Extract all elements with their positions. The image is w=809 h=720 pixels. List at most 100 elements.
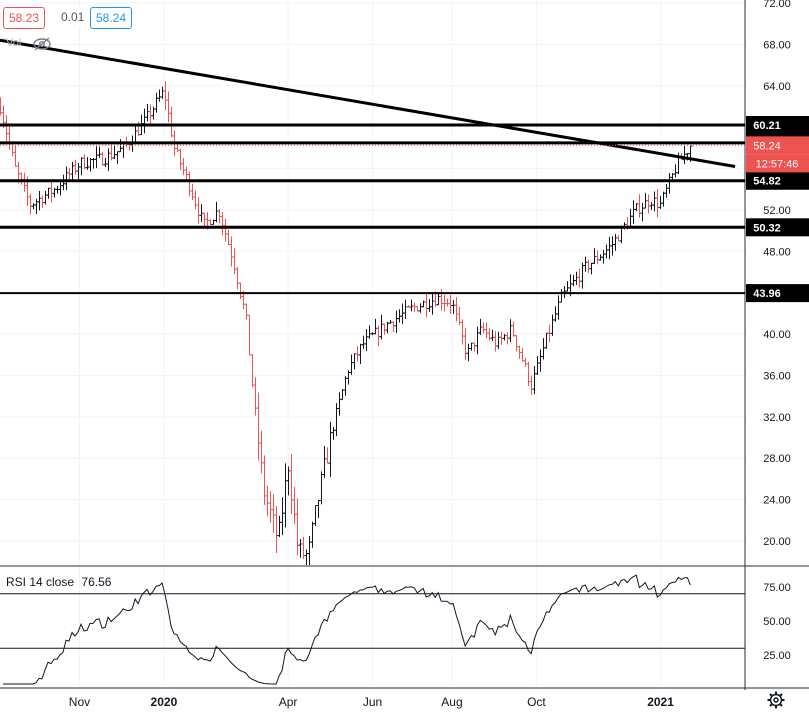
ohlc-bar	[586, 259, 591, 274]
bid-price-badge[interactable]: 58.23	[3, 7, 46, 29]
ohlc-bar	[400, 303, 405, 324]
ohlc-bar	[235, 267, 240, 290]
ohlc-bar	[367, 325, 372, 339]
ohlc-bar	[655, 188, 660, 218]
ohlc-bar	[154, 92, 159, 113]
countdown-label: 12:57:46	[756, 158, 799, 170]
ohlc-bar	[115, 151, 120, 164]
ohlc-bar	[565, 281, 570, 292]
ohlc-bar	[541, 338, 546, 360]
ohlc-bar	[280, 497, 285, 536]
ohlc-bar	[661, 191, 666, 207]
last-price-tag	[746, 136, 809, 155]
ohlc-bar	[202, 212, 207, 227]
ohlc-bar	[424, 293, 429, 318]
ohlc-bar	[133, 126, 138, 144]
ohlc-bar	[613, 233, 618, 251]
ohlc-bar	[331, 426, 336, 440]
ohlc-bar	[247, 314, 252, 356]
ohlc-bar	[181, 158, 186, 176]
ohlc-bar	[214, 201, 219, 223]
ohlc-bar	[574, 271, 579, 285]
ohlc-bar	[664, 184, 669, 198]
ohlc-bar	[31, 203, 36, 210]
y-tick-label: 48.00	[763, 246, 791, 258]
ohlc-bar	[394, 310, 399, 333]
ohlc-bar	[97, 146, 102, 158]
ohlc-bar	[616, 234, 621, 242]
volume-label[interactable]: Vol	[6, 37, 22, 49]
y-tick-label: 72.00	[763, 0, 791, 10]
ohlc-bar	[4, 115, 9, 142]
ohlc-bar	[112, 145, 117, 160]
ask-price-badge[interactable]: 58.24	[90, 7, 133, 29]
ohlc-bar	[601, 249, 606, 264]
rsi-tick-label: 25.00	[763, 650, 791, 662]
x-tick-label: Oct	[527, 695, 546, 709]
ohlc-bar	[511, 321, 516, 337]
ohlc-bar	[88, 158, 93, 172]
ohlc-bar	[631, 200, 636, 224]
ohlc-bar	[649, 202, 654, 210]
countdown-tag	[746, 154, 809, 173]
ohlc-bar	[472, 342, 477, 352]
ohlc-bar	[148, 104, 153, 125]
ohlc-bar	[22, 172, 27, 192]
ohlc-bar	[628, 208, 633, 228]
ohlc-bar	[460, 319, 465, 345]
ohlc-bar	[28, 193, 33, 215]
ohlc-bar	[550, 314, 555, 336]
eye-hidden-icon[interactable]	[32, 36, 52, 52]
ohlc-bar	[304, 549, 309, 565]
ohlc-bar	[556, 295, 561, 320]
ohlc-bar	[79, 157, 84, 176]
gear-icon[interactable]	[766, 690, 786, 710]
last-price-label: 58.24	[753, 140, 781, 152]
ohlc-bar	[337, 392, 342, 416]
ohlc-bar	[484, 322, 489, 339]
ohlc-bar	[61, 174, 66, 191]
ohlc-bar	[595, 250, 600, 265]
rsi-legend[interactable]: RSI 14 close 76.56	[6, 575, 115, 589]
ohlc-bar	[316, 499, 321, 519]
ohlc-bar	[637, 194, 642, 218]
ohlc-bar	[343, 376, 348, 396]
ohlc-bar	[577, 268, 582, 288]
ohlc-bar	[193, 190, 198, 210]
rsi-title: RSI 14 close	[6, 575, 75, 589]
ohlc-bar	[100, 151, 105, 166]
ohlc-bar	[355, 346, 360, 362]
ohlc-bar	[40, 195, 45, 209]
ohlc-bar	[262, 455, 267, 505]
x-tick-label: Nov	[69, 695, 90, 709]
y-tick-label: 24.00	[763, 495, 791, 507]
ohlc-bar	[106, 148, 111, 171]
ohlc-bar	[361, 335, 366, 349]
ohlc-bar	[646, 194, 651, 214]
ohlc-bar	[295, 498, 300, 556]
ohlc-bar	[19, 172, 24, 185]
ohlc-bar	[544, 332, 549, 349]
ohlc-bar	[610, 236, 615, 256]
ohlc-bar	[682, 146, 687, 164]
price-level-label: 43.96	[753, 288, 781, 300]
ohlc-bar	[169, 106, 174, 138]
ohlc-bar	[523, 358, 528, 367]
ohlc-bar	[223, 218, 228, 242]
ohlc-bar	[379, 314, 384, 340]
price-level-label: 60.21	[753, 120, 781, 132]
ohlc-bar	[220, 211, 225, 236]
ohlc-bar	[103, 157, 108, 168]
price-level-label: 54.82	[753, 176, 781, 188]
ohlc-bars	[0, 81, 693, 565]
y-tick-label: 36.00	[763, 370, 791, 382]
ohlc-bar	[463, 327, 468, 360]
ohlc-bar	[430, 292, 435, 315]
ohlc-bar	[403, 299, 408, 320]
ohlc-bar	[382, 323, 387, 335]
ohlc-bar	[289, 454, 294, 515]
y-tick-label: 40.00	[763, 329, 791, 341]
ohlc-bar	[352, 353, 357, 370]
